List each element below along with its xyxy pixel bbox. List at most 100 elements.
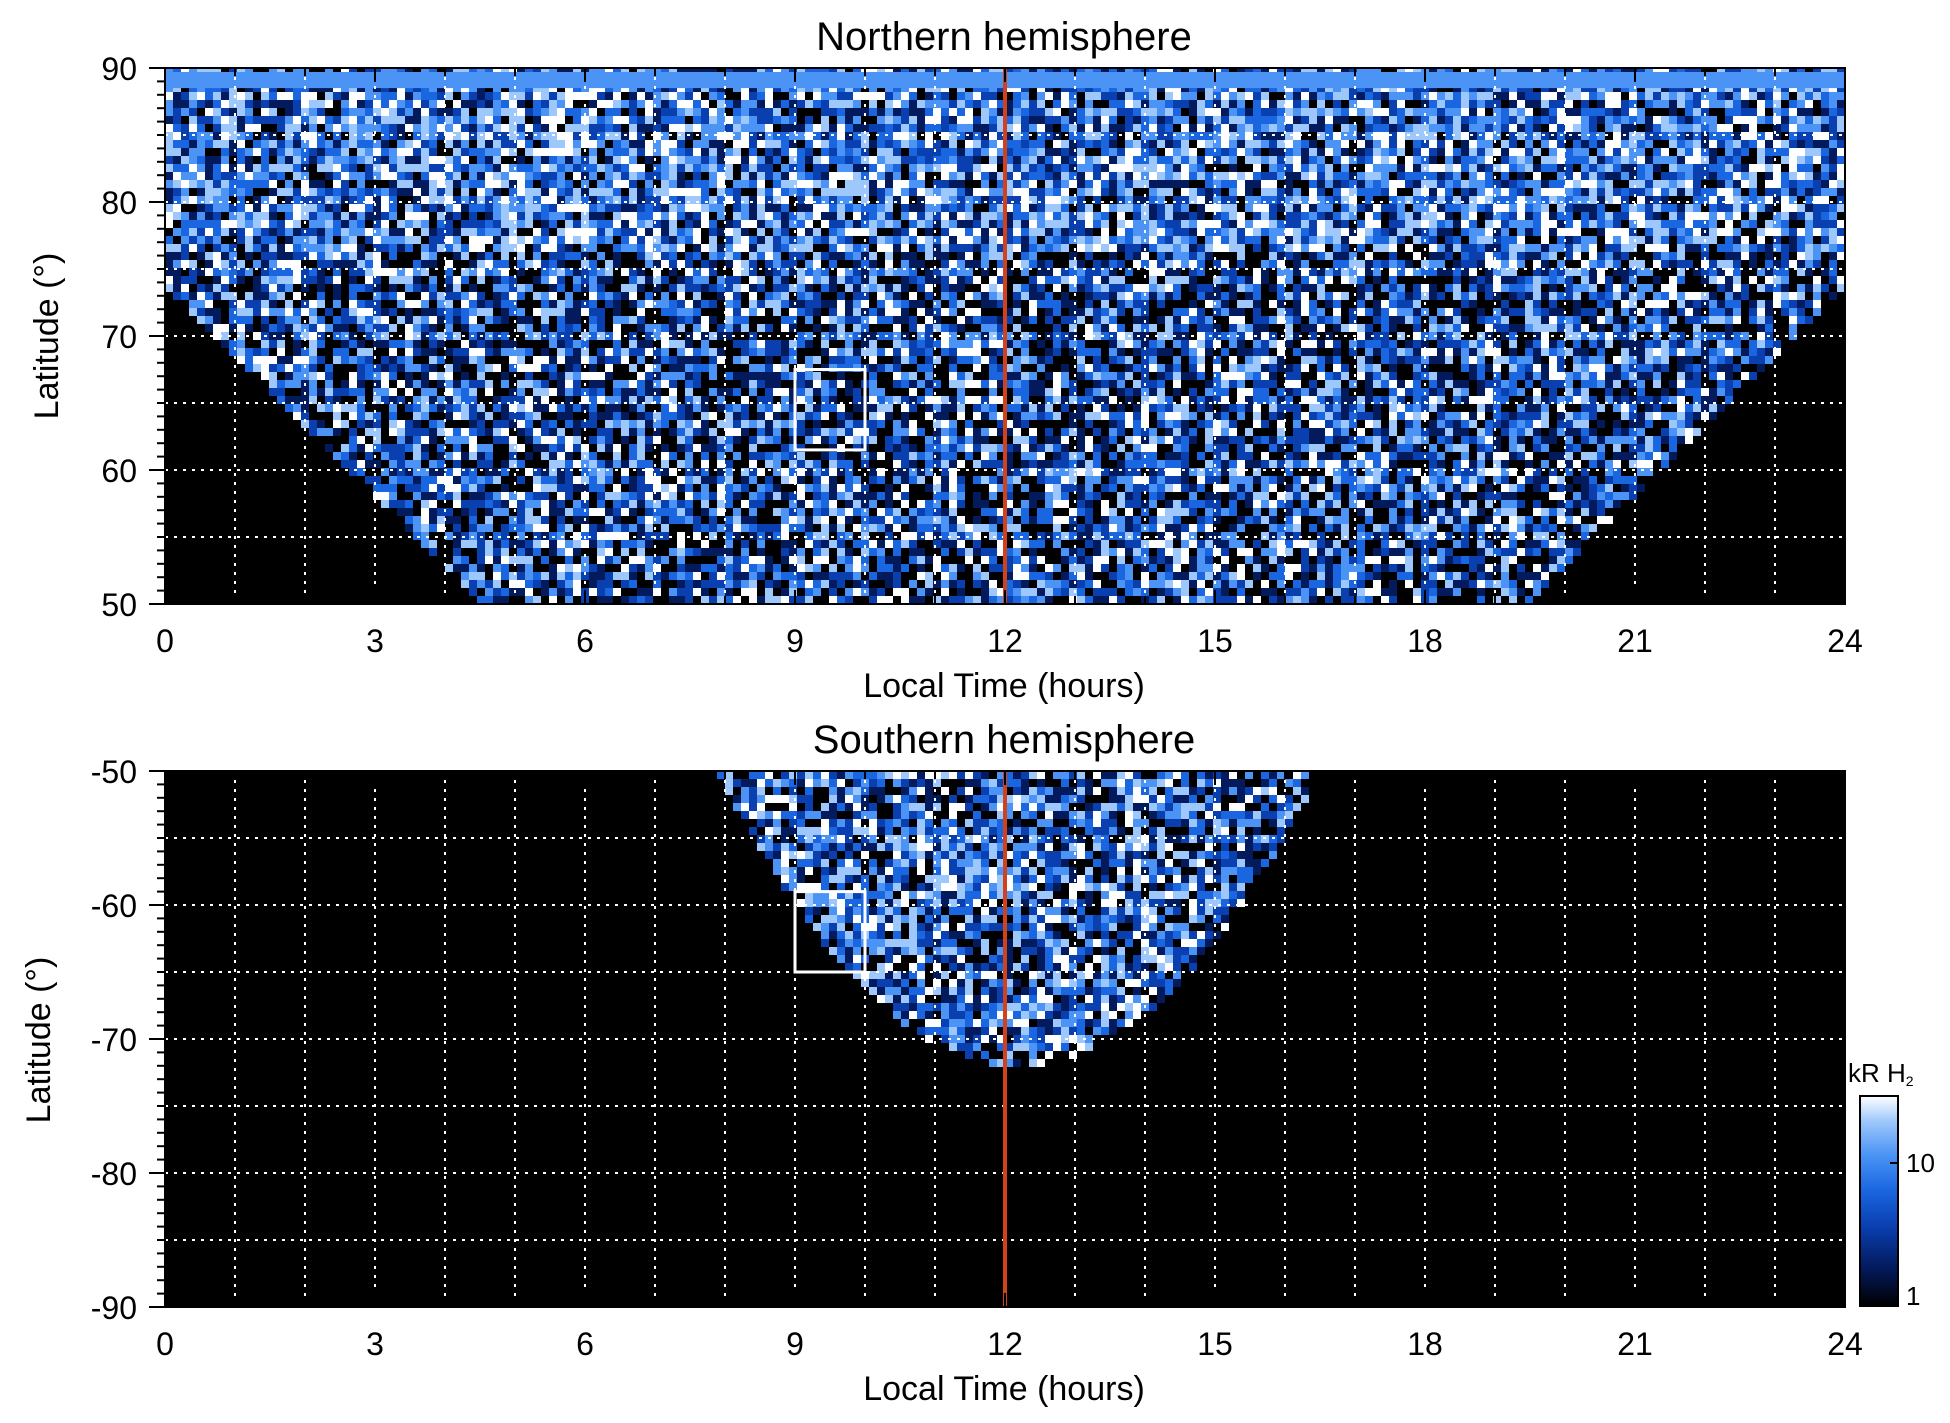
emission-cell bbox=[725, 404, 733, 412]
emission-cell bbox=[317, 356, 325, 364]
emission-cell bbox=[653, 532, 661, 540]
emission-cell bbox=[461, 484, 469, 492]
emission-cell bbox=[533, 188, 541, 196]
emission-cell bbox=[949, 260, 957, 268]
emission-cell bbox=[949, 332, 957, 340]
emission-cell bbox=[877, 476, 885, 484]
emission-cell bbox=[389, 204, 397, 212]
emission-cell bbox=[925, 228, 933, 236]
emission-cell bbox=[709, 108, 717, 116]
emission-cell bbox=[517, 188, 525, 196]
emission-cell bbox=[653, 580, 661, 588]
emission-cell bbox=[517, 444, 525, 452]
emission-cell bbox=[517, 492, 525, 500]
emission-cell bbox=[341, 244, 349, 252]
emission-cell bbox=[885, 396, 893, 404]
emission-cell bbox=[693, 228, 701, 236]
emission-cell bbox=[229, 172, 237, 180]
emission-cell bbox=[557, 68, 565, 76]
emission-cell bbox=[597, 396, 605, 404]
emission-cell bbox=[397, 300, 405, 308]
emission-cell bbox=[957, 524, 965, 532]
emission-cell bbox=[981, 172, 989, 180]
emission-cell bbox=[581, 468, 589, 476]
emission-cell bbox=[517, 156, 525, 164]
emission-cell bbox=[677, 156, 685, 164]
emission-cell bbox=[629, 212, 637, 220]
emission-cell bbox=[653, 356, 661, 364]
emission-cell bbox=[917, 556, 925, 564]
emission-cell bbox=[805, 236, 813, 244]
emission-cell bbox=[773, 524, 781, 532]
emission-cell bbox=[429, 236, 437, 244]
emission-cell bbox=[397, 452, 405, 460]
emission-cell bbox=[989, 92, 997, 100]
emission-cell bbox=[413, 300, 421, 308]
emission-cell bbox=[693, 172, 701, 180]
emission-cell bbox=[389, 292, 397, 300]
emission-cell bbox=[485, 556, 493, 564]
emission-cell bbox=[285, 316, 293, 324]
emission-cell bbox=[829, 276, 837, 284]
emission-cell bbox=[781, 524, 789, 532]
emission-cell bbox=[261, 108, 269, 116]
emission-cell bbox=[173, 156, 181, 164]
emission-cell bbox=[909, 292, 917, 300]
emission-cell bbox=[773, 196, 781, 204]
emission-cell bbox=[989, 548, 997, 556]
emission-cell bbox=[445, 196, 453, 204]
emission-cell bbox=[413, 180, 421, 188]
emission-cell bbox=[965, 380, 973, 388]
emission-cell bbox=[725, 228, 733, 236]
emission-cell bbox=[829, 148, 837, 156]
emission-cell bbox=[837, 236, 845, 244]
emission-cell bbox=[309, 116, 317, 124]
emission-cell bbox=[645, 396, 653, 404]
emission-cell bbox=[637, 228, 645, 236]
emission-cell bbox=[181, 92, 189, 100]
emission-cell bbox=[421, 388, 429, 396]
emission-cell bbox=[533, 68, 541, 76]
emission-cell bbox=[853, 540, 861, 548]
emission-cell bbox=[829, 508, 837, 516]
emission-cell bbox=[565, 396, 573, 404]
emission-cell bbox=[541, 348, 549, 356]
emission-cell bbox=[829, 404, 837, 412]
emission-cell bbox=[301, 124, 309, 132]
emission-cell bbox=[357, 284, 365, 292]
emission-cell bbox=[293, 148, 301, 156]
emission-cell bbox=[421, 412, 429, 420]
emission-cell bbox=[653, 556, 661, 564]
emission-cell bbox=[589, 236, 597, 244]
emission-cell bbox=[285, 268, 293, 276]
emission-cell bbox=[813, 500, 821, 508]
emission-cell bbox=[925, 532, 933, 540]
emission-cell bbox=[981, 316, 989, 324]
emission-cell bbox=[853, 260, 861, 268]
emission-cell bbox=[533, 412, 541, 420]
emission-cell bbox=[789, 252, 797, 260]
emission-cell bbox=[445, 284, 453, 292]
emission-cell bbox=[389, 372, 397, 380]
emission-cell bbox=[933, 492, 941, 500]
emission-cell bbox=[429, 372, 437, 380]
emission-cell bbox=[333, 388, 341, 396]
emission-cell bbox=[957, 484, 965, 492]
emission-cell bbox=[389, 492, 397, 500]
emission-cell bbox=[765, 484, 773, 492]
emission-cell bbox=[429, 196, 437, 204]
emission-cell bbox=[173, 228, 181, 236]
emission-cell bbox=[709, 516, 717, 524]
emission-cell bbox=[677, 444, 685, 452]
emission-cell bbox=[549, 572, 557, 580]
emission-cell bbox=[421, 172, 429, 180]
emission-cell bbox=[661, 516, 669, 524]
emission-cell bbox=[221, 292, 229, 300]
emission-cell bbox=[605, 556, 613, 564]
emission-cell bbox=[813, 380, 821, 388]
emission-cell bbox=[677, 292, 685, 300]
emission-cell bbox=[181, 244, 189, 252]
emission-cell bbox=[933, 412, 941, 420]
emission-cell bbox=[269, 364, 277, 372]
emission-cell bbox=[949, 276, 957, 284]
